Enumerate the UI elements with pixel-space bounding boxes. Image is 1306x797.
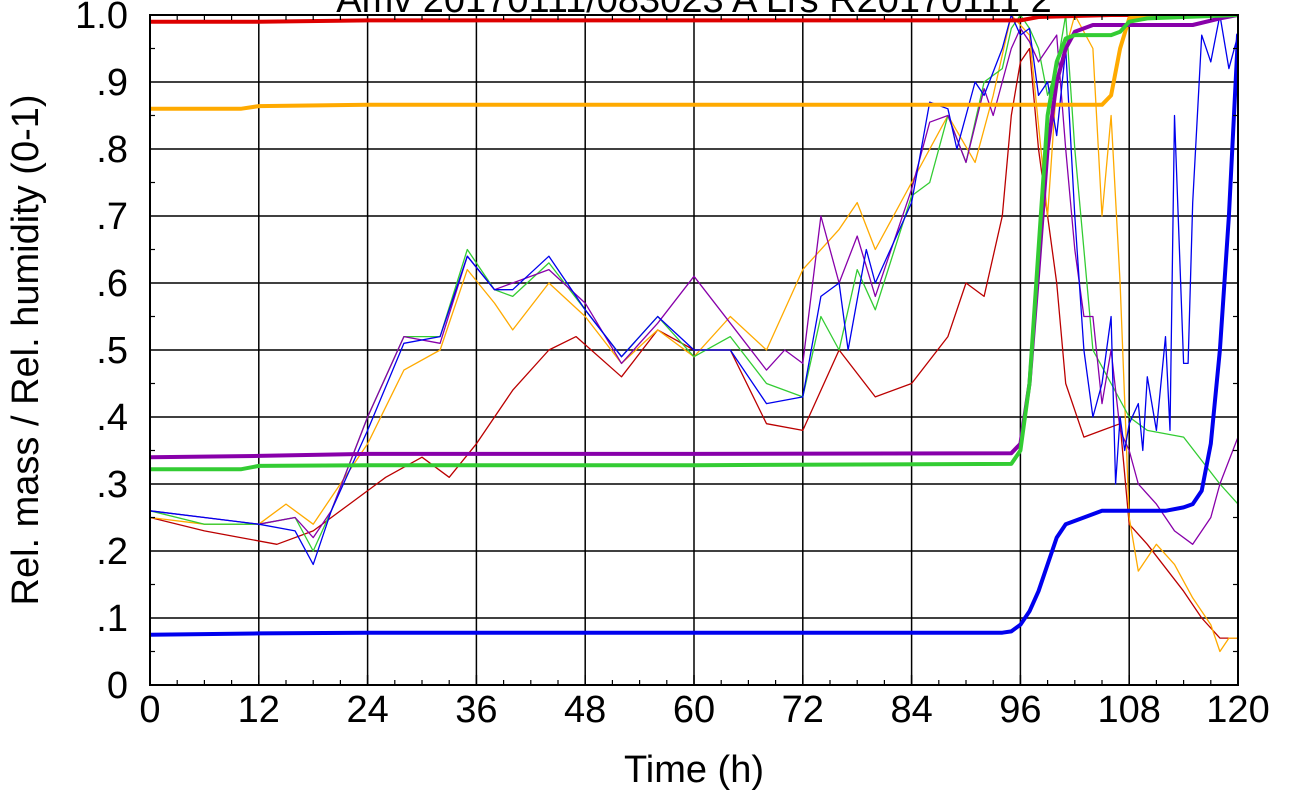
x-axis-title: Time (h) [624, 749, 764, 791]
x-tick-label: 24 [346, 689, 388, 731]
x-tick-label: 108 [1097, 689, 1160, 731]
y-tick-label: .4 [96, 397, 128, 439]
y-axis: 0 .1 .2 .3 .4 .5 .6 .7 .8 .9 1.0 [75, 0, 1238, 707]
y-tick-label: .8 [96, 129, 128, 171]
series-line-7 [150, 15, 1238, 552]
series-line-3 [150, 15, 1238, 472]
x-axis: 0 12 24 36 48 60 72 84 96 108 120 [139, 15, 1270, 731]
y-axis-title: Rel. mass / Rel. humidity (0-1) [5, 94, 47, 605]
series-line-1 [150, 15, 1238, 111]
series-line-4 [150, 33, 1238, 637]
y-tick-label: .5 [96, 330, 128, 372]
y-tick-label: .6 [96, 263, 128, 305]
x-tick-label: 84 [890, 689, 932, 731]
plot-series [150, 15, 1238, 653]
x-tick-label: 48 [564, 689, 606, 731]
y-tick-label: 1.0 [75, 0, 128, 37]
x-tick-label: 120 [1206, 689, 1269, 731]
x-tick-label: 72 [782, 689, 824, 731]
y-tick-label: .1 [96, 598, 128, 640]
x-tick-label: 96 [999, 689, 1041, 731]
series-line-9 [150, 15, 1238, 566]
x-tick-label: 60 [673, 689, 715, 731]
y-tick-label: .7 [96, 196, 128, 238]
x-tick-label: 0 [139, 689, 160, 731]
series-line-6 [150, 15, 1238, 653]
x-tick-label: 12 [238, 689, 280, 731]
series-line-2 [150, 15, 1238, 460]
y-tick-label: .3 [96, 464, 128, 506]
x-tick-label: 36 [455, 689, 497, 731]
y-tick-label: .2 [96, 531, 128, 573]
y-tick-label: 0 [107, 665, 128, 707]
y-tick-label: .9 [96, 62, 128, 104]
